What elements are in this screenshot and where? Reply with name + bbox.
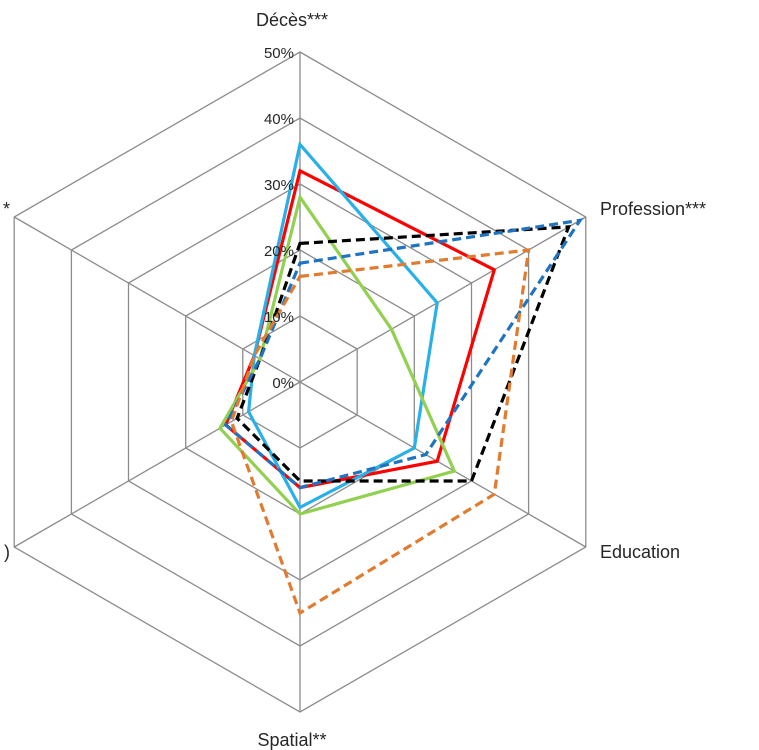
grid-spoke — [299, 381, 587, 548]
radar-tick-labels: 0% 10% 20% 30% 40% 50% — [264, 45, 294, 392]
axis-label: * — [3, 199, 10, 219]
tick-label: 40% — [264, 111, 294, 128]
series — [235, 225, 571, 483]
axis-label: ) — [4, 542, 10, 562]
radar-series — [218, 140, 584, 616]
axis-label: Education — [600, 542, 680, 562]
radar-axis-labels: Décès*** Profession*** Education Spatial**)… — [3, 10, 706, 750]
tick-label: 20% — [264, 243, 294, 260]
tick-label: 0% — [272, 375, 294, 392]
axis-label: Spatial** — [257, 730, 326, 750]
tick-label: 10% — [264, 309, 294, 326]
axis-label: Profession*** — [600, 199, 706, 219]
tick-label: 30% — [264, 177, 294, 194]
grid-spoke — [13, 381, 301, 548]
grid-spoke — [13, 216, 301, 383]
series — [223, 218, 584, 490]
axis-label: Décès*** — [256, 10, 328, 30]
series — [229, 248, 531, 616]
tick-label: 50% — [264, 45, 294, 62]
grid-spoke — [299, 216, 587, 383]
